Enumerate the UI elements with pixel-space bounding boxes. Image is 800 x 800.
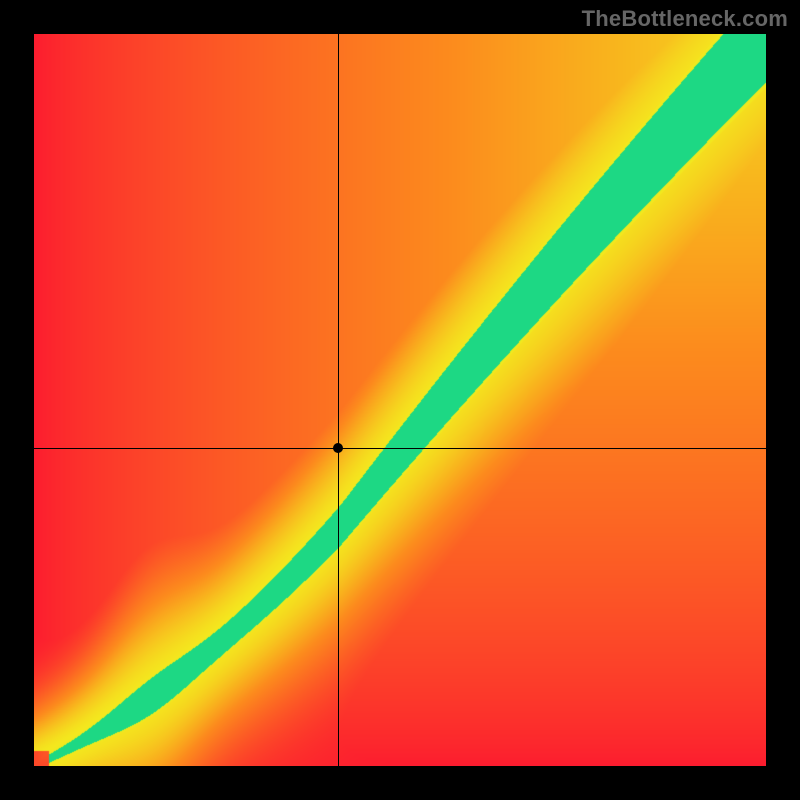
marker-dot bbox=[333, 443, 343, 453]
watermark-text: TheBottleneck.com bbox=[582, 6, 788, 32]
crosshair-vertical bbox=[338, 34, 339, 766]
crosshair-horizontal bbox=[34, 448, 766, 449]
chart-container: TheBottleneck.com bbox=[0, 0, 800, 800]
heatmap-canvas bbox=[34, 34, 766, 766]
heatmap-plot-area bbox=[34, 34, 766, 766]
